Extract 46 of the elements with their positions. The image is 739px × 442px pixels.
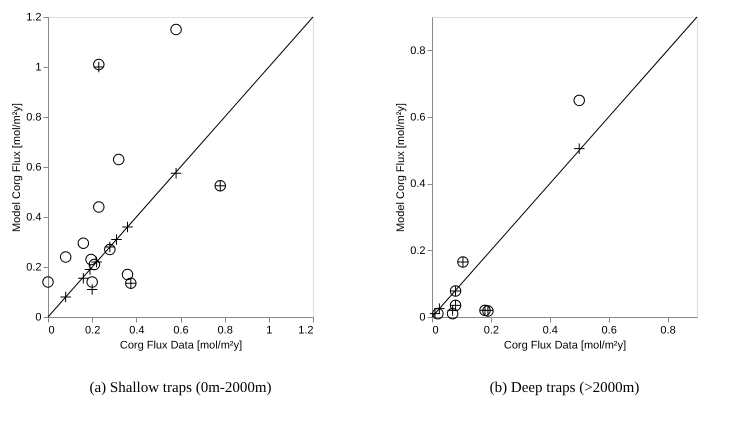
x-tick-label: 0.8 — [218, 324, 233, 336]
point — [112, 154, 124, 166]
y-axis-title: Model Corg Flux [mol/m²y] — [11, 103, 24, 232]
y-tick-label: 1 — [35, 62, 42, 74]
x-tick-label: 0.2 — [484, 324, 500, 336]
x-tick-label: 0.6 — [173, 324, 189, 336]
x-tick-label: 0.2 — [85, 324, 100, 336]
text: (a) Shallow traps (0m-2000m) — [89, 380, 272, 396]
x-tick-label: 1 — [266, 324, 272, 336]
x-tick-label: 0.4 — [542, 324, 558, 336]
x-axis-title: Corg Flux Data [mol/m²y] — [504, 340, 626, 352]
point — [88, 258, 100, 270]
point — [85, 254, 97, 266]
point — [122, 268, 134, 280]
y-tick-label: 0.2 — [26, 262, 42, 274]
y-tick-label: 0 — [419, 312, 426, 324]
y-tick-label: 0.4 — [26, 212, 42, 224]
y-tick-label: 0.8 — [26, 112, 42, 124]
y-tick-label: 0.6 — [410, 112, 426, 124]
y-tick-label: 0 — [35, 312, 42, 324]
x-tick-label: 0.6 — [602, 324, 617, 336]
x-tick-label: 0 — [48, 324, 55, 336]
point — [573, 94, 585, 106]
point — [60, 251, 72, 263]
point — [104, 244, 116, 256]
point — [78, 238, 90, 249]
point — [93, 201, 105, 213]
x-axis-title: Corg Flux Data [mol/m²y] — [120, 340, 242, 352]
y-axis-title: Model Corg Flux [mol/m²y] — [395, 103, 408, 232]
point — [93, 58, 105, 70]
y-tick-label: 0.8 — [410, 44, 426, 57]
point — [573, 142, 585, 154]
y-tick-label: 0.2 — [410, 244, 426, 257]
y-tick-label: 0.4 — [410, 178, 426, 190]
x-tick-label: 0.4 — [129, 324, 144, 336]
point — [446, 308, 458, 320]
x-tick-label: 0 — [432, 324, 439, 336]
point — [170, 24, 182, 36]
text: (b) Deep traps (>2000m) — [490, 380, 640, 396]
y-tick-label: 1.2 — [26, 12, 42, 24]
point — [86, 276, 98, 288]
y-tick-label: 0.6 — [26, 162, 42, 174]
x-tick-label: 1.2 — [298, 324, 314, 336]
x-tick-label: 0.8 — [660, 324, 676, 336]
point — [432, 308, 444, 320]
point — [42, 276, 54, 288]
